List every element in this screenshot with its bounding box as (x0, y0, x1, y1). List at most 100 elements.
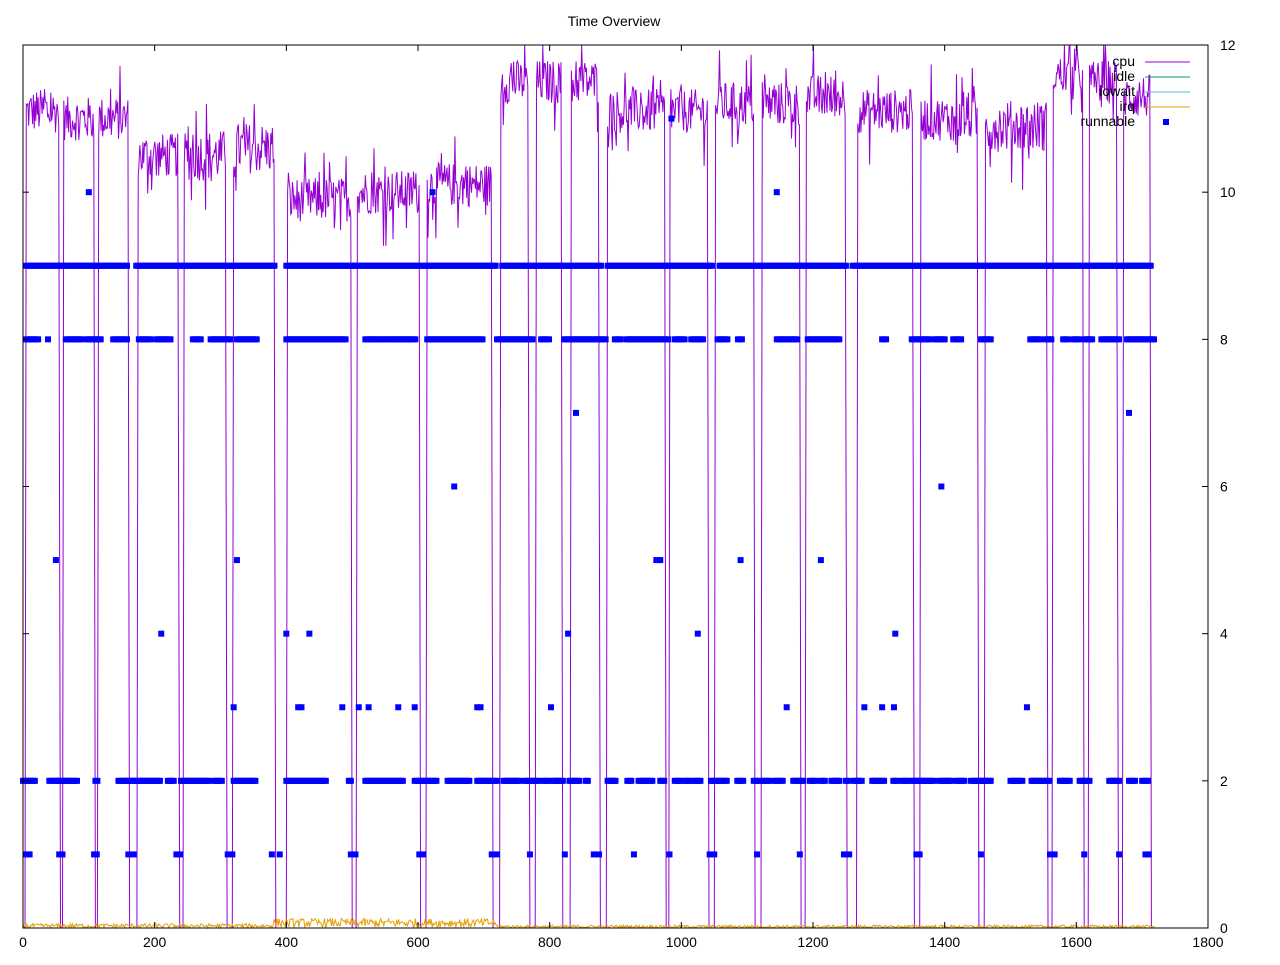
runnable-point (535, 777, 542, 784)
runnable-point (913, 851, 920, 858)
runnable-point (881, 777, 888, 784)
runnable-point (416, 851, 423, 858)
runnable-point (547, 704, 554, 711)
runnable-point (706, 851, 713, 858)
x-tick-label: 0 (19, 934, 27, 950)
runnable-point (584, 777, 591, 784)
runnable-point (1145, 777, 1152, 784)
runnable-point (694, 630, 701, 637)
runnable-point (412, 336, 419, 343)
runnable-point (657, 557, 664, 564)
runnable-point (756, 777, 763, 784)
runnable-point (858, 777, 865, 784)
runnable-point (892, 630, 899, 637)
runnable-point (754, 851, 761, 858)
runnable-point (561, 851, 568, 858)
runnable-point (197, 336, 204, 343)
x-tick-label: 1600 (1061, 934, 1092, 950)
runnable-point (45, 336, 52, 343)
runnable-point (987, 777, 994, 784)
runnable-point (229, 851, 236, 858)
runnable-point (230, 704, 237, 711)
runnable-point (773, 189, 780, 196)
runnable-point (268, 851, 275, 858)
runnable-point (35, 336, 42, 343)
runnable-point (821, 777, 828, 784)
x-tick-label: 800 (538, 934, 562, 950)
runnable-point (177, 851, 184, 858)
x-tick-label: 1400 (929, 934, 960, 950)
runnable-point (1081, 851, 1088, 858)
runnable-point (31, 777, 38, 784)
legend-label-irq: irq (1119, 98, 1135, 114)
runnable-point (665, 336, 672, 343)
runnable-point (365, 704, 372, 711)
runnable-point (958, 336, 965, 343)
runnable-point (836, 777, 843, 784)
runnable-point (602, 336, 609, 343)
runnable-point (938, 483, 945, 490)
runnable-point (559, 777, 566, 784)
runnable-point (73, 777, 80, 784)
runnable-point (342, 336, 349, 343)
runnable-point (224, 851, 231, 858)
runnable-point (1151, 336, 1158, 343)
y-tick-label: 8 (1220, 331, 1228, 347)
runnable-point (253, 336, 260, 343)
runnable-point (474, 704, 481, 711)
series-line-cpu (23, 44, 1156, 929)
runnable-point (451, 483, 458, 490)
runnable-point (666, 851, 673, 858)
runnable-point (56, 851, 63, 858)
runnable-point (1147, 262, 1154, 269)
runnable-point (661, 777, 668, 784)
series-line-irq (22, 917, 1155, 930)
runnable-point (1145, 851, 1152, 858)
runnable-point (1064, 336, 1071, 343)
runnable-point (617, 336, 624, 343)
axis-ticks: 0 200 400 600 800 1000 1200 1400 1600 18000246810… (19, 37, 1236, 950)
runnable-point (125, 851, 132, 858)
runnable-point (466, 777, 473, 784)
runnable-point (573, 409, 579, 416)
chart-title: Time Overview (568, 13, 662, 29)
runnable-point (941, 336, 948, 343)
runnable-point (1046, 777, 1053, 784)
legend-label-runnable: runnable (1081, 113, 1136, 129)
runnable-point (173, 851, 180, 858)
runnable-point (800, 777, 807, 784)
runnable-point (1019, 777, 1026, 784)
runnable-point (916, 851, 923, 858)
runnable-point (576, 777, 583, 784)
runnable-point (23, 851, 30, 858)
runnable-point (926, 336, 933, 343)
runnable-point (298, 704, 305, 711)
runnable-point (1051, 851, 1058, 858)
runnable-point (1047, 851, 1053, 858)
runnable-point (97, 336, 104, 343)
runnable-point (740, 777, 747, 784)
runnable-point (628, 777, 635, 784)
runnable-point (565, 630, 572, 637)
runnable-point (124, 336, 131, 343)
runnable-point (883, 336, 890, 343)
runnable-point (233, 557, 240, 564)
runnable-point (817, 557, 824, 564)
runnable-point (1116, 777, 1123, 784)
x-tick-label: 400 (275, 934, 299, 950)
runnable-point (78, 336, 85, 343)
runnable-point (890, 704, 897, 711)
runnable-point (1089, 336, 1096, 343)
runnable-point (904, 777, 911, 784)
runnable-point (147, 336, 154, 343)
runnable-point (668, 115, 675, 122)
runnable-point (987, 336, 994, 343)
runnable-point (724, 336, 731, 343)
runnable-point (1075, 336, 1082, 343)
legend-swatch-runnable (1163, 119, 1169, 125)
runnable-point (630, 851, 637, 858)
runnable-point (1066, 777, 1073, 784)
runnable-point (93, 851, 100, 858)
runnable-point (252, 777, 259, 784)
